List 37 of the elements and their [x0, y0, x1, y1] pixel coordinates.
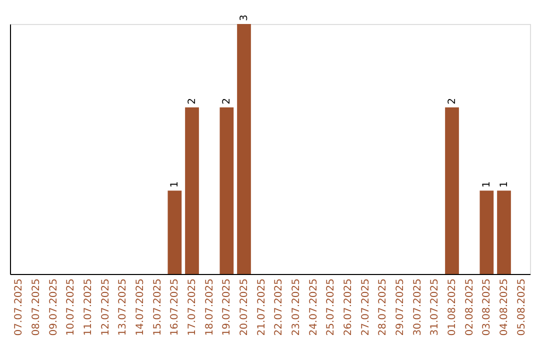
x-tick-label: 29.07.2025: [395, 278, 406, 336]
data-label: 1: [170, 181, 181, 188]
x-tick-label: 16.07.2025: [170, 278, 181, 336]
data-label: 1: [482, 181, 493, 188]
x-tick-label: 20.07.2025: [239, 278, 250, 336]
x-tick-label: 05.08.2025: [516, 278, 528, 336]
x-tick-label: 08.07.2025: [31, 278, 42, 336]
x-tick-label: 27.07.2025: [360, 278, 372, 336]
x-tick-label: 03.08.2025: [482, 278, 493, 336]
data-label: 2: [447, 98, 458, 104]
x-tick-label: 28.07.2025: [378, 278, 389, 336]
x-tick-label: 04.08.2025: [499, 278, 510, 336]
x-tick-label: 17.07.2025: [187, 278, 198, 336]
x-tick-label: 10.07.2025: [66, 278, 77, 336]
x-tick-label: 24.07.2025: [308, 278, 320, 336]
data-label: 1: [499, 181, 510, 188]
x-tick-label: 15.07.2025: [152, 278, 164, 336]
data-label: 3: [239, 14, 250, 21]
x-tick-label: 18.07.2025: [204, 278, 216, 336]
data-label: 2: [187, 98, 198, 104]
x-tick-label: 23.07.2025: [291, 278, 302, 336]
x-tick-label: 21.07.2025: [256, 278, 268, 336]
x-tick-label: 30.07.2025: [412, 278, 424, 336]
x-tick-label: 11.07.2025: [83, 278, 94, 336]
x-tick-label: 12.07.2025: [100, 278, 112, 336]
x-tick-label: 01.08.2025: [447, 278, 458, 336]
x-tick-label: 13.07.2025: [118, 278, 129, 336]
x-tick-label: 22.07.2025: [274, 278, 285, 336]
x-tick-label: 19.07.2025: [222, 278, 233, 336]
data-label: 2: [222, 98, 233, 104]
x-tick-label: 14.07.2025: [135, 278, 146, 336]
x-tick-label: 09.07.2025: [48, 278, 60, 336]
x-tick-label: 31.07.2025: [430, 278, 441, 336]
x-tick-label: 25.07.2025: [326, 278, 337, 336]
x-tick-label: 02.08.2025: [464, 278, 476, 336]
x-tick-label: 26.07.2025: [343, 278, 354, 336]
x-tick-label: 07.07.2025: [14, 278, 25, 336]
